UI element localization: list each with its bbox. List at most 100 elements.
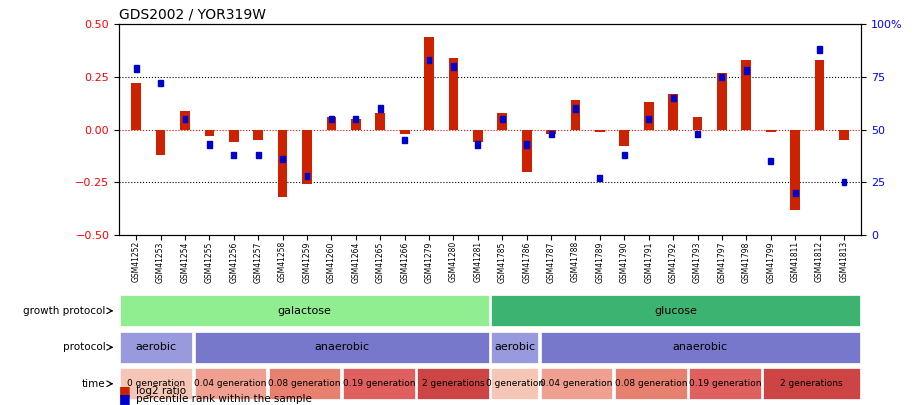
FancyBboxPatch shape — [120, 368, 192, 399]
Bar — [573, 105, 578, 112]
Bar — [354, 116, 358, 122]
Bar — [304, 173, 310, 179]
Text: 2 generations: 2 generations — [780, 379, 843, 388]
Text: aerobic: aerobic — [495, 342, 535, 352]
Bar — [449, 58, 458, 130]
Bar — [741, 60, 751, 130]
Text: protocol: protocol — [62, 342, 105, 352]
Bar — [473, 130, 483, 142]
Text: 0 generation: 0 generation — [485, 379, 544, 388]
FancyBboxPatch shape — [491, 295, 860, 326]
Bar — [377, 105, 383, 112]
Bar — [475, 141, 480, 147]
Bar — [158, 80, 163, 86]
FancyBboxPatch shape — [194, 368, 267, 399]
Bar — [791, 130, 800, 210]
Bar — [766, 130, 776, 132]
Bar — [744, 68, 748, 74]
FancyBboxPatch shape — [491, 332, 539, 363]
Bar — [302, 130, 311, 184]
Bar — [717, 73, 726, 130]
Text: 0.04 generation: 0.04 generation — [540, 379, 613, 388]
Bar — [814, 60, 824, 130]
Bar — [351, 119, 361, 130]
Bar — [524, 141, 529, 147]
Bar — [695, 131, 700, 137]
FancyBboxPatch shape — [120, 332, 192, 363]
Bar — [839, 130, 849, 140]
FancyBboxPatch shape — [194, 332, 489, 363]
Text: percentile rank within the sample: percentile rank within the sample — [136, 394, 311, 404]
Bar — [280, 156, 285, 162]
Text: 0.19 generation: 0.19 generation — [343, 379, 415, 388]
Text: 0 generation: 0 generation — [127, 379, 185, 388]
Bar — [424, 37, 434, 130]
FancyBboxPatch shape — [417, 368, 489, 399]
Bar — [278, 130, 288, 197]
Text: log2 ratio: log2 ratio — [136, 386, 186, 396]
Bar — [546, 130, 556, 134]
Bar — [131, 83, 141, 130]
Bar — [326, 117, 336, 130]
Text: glucose: glucose — [654, 306, 697, 316]
Bar — [571, 100, 581, 130]
FancyBboxPatch shape — [615, 368, 687, 399]
Text: ■: ■ — [119, 384, 131, 397]
Text: 0.08 generation: 0.08 generation — [615, 379, 687, 388]
Bar — [769, 158, 773, 164]
Bar — [182, 116, 188, 122]
Bar — [622, 152, 627, 158]
Text: 0.19 generation: 0.19 generation — [689, 379, 761, 388]
Bar — [256, 152, 261, 158]
Bar — [671, 95, 675, 101]
Bar — [402, 137, 407, 143]
FancyBboxPatch shape — [268, 368, 341, 399]
Bar — [549, 131, 553, 137]
Bar — [719, 74, 725, 80]
Bar — [692, 117, 703, 130]
Text: 2 generations: 2 generations — [421, 379, 485, 388]
Bar — [522, 130, 531, 172]
Text: time: time — [82, 379, 105, 389]
FancyBboxPatch shape — [120, 295, 489, 326]
Text: ■: ■ — [119, 392, 131, 405]
Bar — [156, 130, 166, 155]
FancyBboxPatch shape — [540, 332, 860, 363]
Text: GDS2002 / YOR319W: GDS2002 / YOR319W — [119, 8, 266, 22]
Bar — [254, 130, 263, 140]
Bar — [399, 130, 409, 134]
FancyBboxPatch shape — [763, 368, 860, 399]
Bar — [451, 63, 456, 70]
Bar — [669, 94, 678, 130]
Bar — [595, 130, 605, 132]
Bar — [817, 47, 822, 53]
Text: aerobic: aerobic — [136, 342, 177, 352]
Bar — [647, 116, 651, 122]
Text: growth protocol: growth protocol — [23, 306, 105, 316]
Bar — [376, 113, 385, 130]
Bar — [842, 179, 846, 185]
Bar — [427, 57, 431, 63]
Bar — [204, 130, 214, 136]
Text: anaerobic: anaerobic — [314, 342, 369, 352]
Bar — [500, 116, 505, 122]
Text: 0.08 generation: 0.08 generation — [268, 379, 341, 388]
Bar — [207, 141, 212, 147]
Text: 0.04 generation: 0.04 generation — [194, 379, 267, 388]
Bar — [597, 175, 603, 181]
Bar — [644, 102, 654, 130]
FancyBboxPatch shape — [689, 368, 761, 399]
FancyBboxPatch shape — [491, 368, 539, 399]
Bar — [180, 111, 190, 130]
Bar — [619, 130, 629, 147]
Bar — [497, 113, 507, 130]
Bar — [229, 130, 239, 142]
FancyBboxPatch shape — [343, 368, 415, 399]
Bar — [792, 190, 798, 196]
Bar — [232, 152, 236, 158]
Bar — [134, 65, 138, 72]
Text: anaerobic: anaerobic — [672, 342, 728, 352]
FancyBboxPatch shape — [540, 368, 613, 399]
Text: galactose: galactose — [278, 306, 332, 316]
Bar — [329, 116, 333, 122]
